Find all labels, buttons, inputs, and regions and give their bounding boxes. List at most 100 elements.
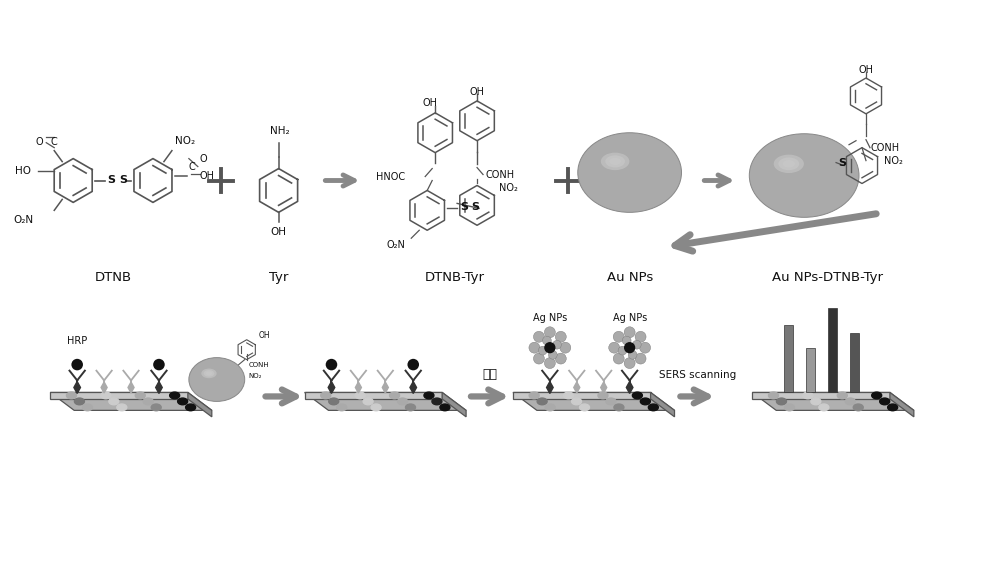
Polygon shape	[50, 393, 212, 410]
Ellipse shape	[355, 392, 365, 399]
Ellipse shape	[390, 392, 400, 399]
Text: OH: OH	[259, 331, 270, 340]
Text: NH₂: NH₂	[270, 126, 289, 136]
Ellipse shape	[872, 392, 882, 399]
Text: Au NPs-DTNB-Tyr: Au NPs-DTNB-Tyr	[772, 271, 883, 284]
Polygon shape	[806, 347, 815, 393]
Ellipse shape	[784, 404, 794, 411]
Ellipse shape	[109, 398, 119, 405]
Polygon shape	[651, 393, 675, 417]
Circle shape	[71, 359, 83, 371]
Ellipse shape	[206, 371, 212, 375]
Text: DTNB-Tyr: DTNB-Tyr	[425, 271, 485, 284]
Circle shape	[613, 353, 624, 364]
Polygon shape	[305, 393, 442, 399]
Polygon shape	[188, 393, 212, 417]
Ellipse shape	[648, 404, 658, 411]
Text: OH: OH	[858, 65, 873, 75]
Ellipse shape	[337, 404, 347, 411]
Ellipse shape	[135, 392, 145, 399]
Ellipse shape	[186, 404, 196, 411]
Ellipse shape	[564, 392, 574, 399]
Circle shape	[544, 358, 555, 368]
Ellipse shape	[74, 398, 84, 405]
Text: CONH: CONH	[871, 143, 900, 153]
Circle shape	[553, 340, 561, 349]
Ellipse shape	[601, 153, 629, 170]
Circle shape	[555, 331, 566, 342]
Ellipse shape	[598, 392, 608, 399]
Ellipse shape	[632, 392, 642, 399]
Text: C: C	[189, 162, 196, 172]
Circle shape	[624, 327, 635, 338]
Ellipse shape	[811, 398, 821, 405]
Ellipse shape	[545, 404, 555, 411]
Ellipse shape	[880, 398, 890, 405]
Circle shape	[635, 353, 646, 364]
Text: OH: OH	[423, 98, 438, 108]
Ellipse shape	[845, 398, 855, 405]
Ellipse shape	[406, 404, 415, 411]
Circle shape	[609, 342, 620, 353]
Circle shape	[635, 331, 646, 342]
Polygon shape	[50, 393, 188, 399]
Text: CONH: CONH	[485, 170, 514, 180]
Circle shape	[625, 343, 635, 353]
Polygon shape	[828, 308, 837, 393]
Text: O: O	[35, 137, 43, 147]
Text: 銀染: 銀染	[483, 368, 498, 381]
Ellipse shape	[143, 398, 153, 405]
Ellipse shape	[82, 404, 92, 411]
Text: OH: OH	[271, 227, 287, 237]
Ellipse shape	[614, 404, 624, 411]
Text: S: S	[838, 158, 846, 168]
Text: NO₂: NO₂	[499, 184, 518, 193]
Circle shape	[538, 346, 547, 355]
Circle shape	[326, 359, 337, 371]
Text: Tyr: Tyr	[269, 271, 288, 284]
Text: S: S	[108, 175, 116, 185]
Ellipse shape	[151, 404, 161, 411]
Polygon shape	[626, 381, 633, 393]
Text: Ag NPs: Ag NPs	[613, 313, 647, 323]
Ellipse shape	[363, 398, 373, 405]
Circle shape	[548, 350, 557, 359]
Text: O: O	[200, 154, 207, 164]
Ellipse shape	[529, 392, 539, 399]
Circle shape	[529, 342, 540, 353]
Ellipse shape	[321, 392, 331, 399]
Text: NO₂: NO₂	[249, 372, 262, 379]
Text: DTNB: DTNB	[95, 271, 132, 284]
Text: NO₂: NO₂	[884, 155, 903, 166]
Ellipse shape	[398, 398, 408, 405]
Circle shape	[624, 358, 635, 368]
Polygon shape	[156, 381, 162, 393]
Circle shape	[544, 327, 555, 338]
Circle shape	[533, 331, 544, 342]
Ellipse shape	[440, 404, 450, 411]
Ellipse shape	[853, 404, 863, 411]
Ellipse shape	[201, 368, 217, 378]
Ellipse shape	[424, 392, 434, 399]
Ellipse shape	[66, 392, 76, 399]
Circle shape	[613, 331, 624, 342]
Ellipse shape	[170, 392, 180, 399]
Polygon shape	[574, 382, 580, 393]
Ellipse shape	[837, 392, 847, 399]
Circle shape	[153, 359, 165, 371]
Circle shape	[545, 343, 555, 353]
Text: OH: OH	[200, 171, 215, 181]
Ellipse shape	[749, 134, 859, 218]
Polygon shape	[128, 382, 134, 393]
Text: HO: HO	[15, 166, 31, 176]
Polygon shape	[547, 381, 553, 393]
Polygon shape	[784, 325, 793, 393]
Text: SERS scanning: SERS scanning	[659, 370, 736, 380]
Ellipse shape	[640, 398, 650, 405]
Polygon shape	[410, 381, 417, 393]
Polygon shape	[850, 333, 859, 393]
Circle shape	[628, 350, 637, 359]
Ellipse shape	[778, 158, 799, 170]
Circle shape	[407, 359, 419, 371]
Text: Au NPs: Au NPs	[607, 271, 653, 284]
